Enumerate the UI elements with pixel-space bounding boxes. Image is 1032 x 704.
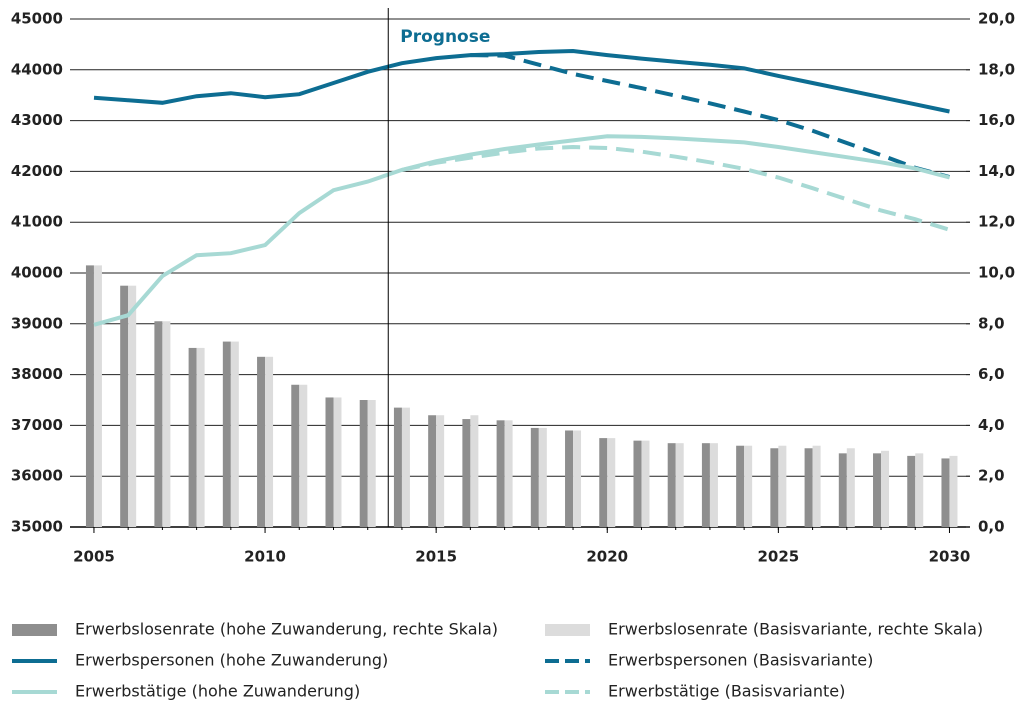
bar: [701, 443, 710, 527]
bar: [770, 448, 779, 527]
bar: [599, 438, 608, 527]
bar: [162, 321, 171, 527]
bar: [230, 341, 239, 527]
bar: [907, 455, 916, 527]
bar: [949, 455, 958, 527]
bar: [565, 430, 574, 527]
bar: [709, 443, 718, 527]
bar: [744, 445, 753, 527]
y2-tick-label: 6,0: [978, 365, 1005, 383]
y2-tick-label: 16,0: [978, 111, 1015, 129]
line: [401, 144, 951, 232]
y2-tick-label: 4,0: [978, 416, 1005, 434]
y-tick-label: 43000: [11, 111, 63, 129]
x-tick-label: 2025: [757, 548, 799, 566]
x-tick-label: 2010: [244, 548, 286, 566]
bar: [291, 384, 300, 527]
bar: [573, 430, 582, 527]
bar: [154, 321, 163, 527]
x-tick-label: 2015: [415, 548, 457, 566]
annotation: Prognose: [400, 27, 490, 47]
bar: [428, 415, 437, 527]
bar: [496, 420, 505, 527]
bar: [188, 347, 197, 527]
legend-label: Erwerbslosenrate (Basisvariante, rechte …: [608, 620, 983, 639]
bar: [401, 407, 410, 527]
y2-tick-label: 14,0: [978, 162, 1015, 180]
y-tick-label: 35000: [11, 518, 63, 536]
bar: [222, 341, 231, 527]
x-tick-label: 2005: [73, 548, 115, 566]
bar: [367, 400, 376, 527]
bar: [257, 356, 266, 527]
legend-label: Erwerbstätige (hohe Zuwanderung): [75, 682, 360, 701]
bar: [641, 440, 650, 527]
bar: [393, 407, 402, 527]
bar: [93, 265, 102, 527]
y2-tick-label: 0,0: [978, 518, 1005, 536]
bar: [85, 265, 94, 527]
y-tick-label: 44000: [11, 60, 63, 78]
y-tick-label: 42000: [11, 162, 63, 180]
x-tick-label: 2030: [929, 548, 971, 566]
line: [93, 48, 950, 114]
legend-swatch: [12, 624, 57, 636]
legend-swatch: [545, 624, 590, 636]
bar: [941, 458, 950, 527]
bar: [667, 443, 676, 527]
y2-tick-label: 8,0: [978, 314, 1005, 332]
bar: [778, 445, 787, 527]
legend-label: Erwerbslosenrate (hohe Zuwanderung, rech…: [75, 620, 498, 639]
bar: [530, 427, 539, 527]
bar: [120, 285, 129, 527]
y-tick-label: 40000: [11, 264, 63, 282]
bar: [196, 347, 205, 527]
bar: [873, 453, 882, 527]
legend-label: Erwerbspersonen (Basisvariante): [608, 651, 873, 670]
bar: [504, 420, 513, 527]
legend-label: Erwerbspersonen (hohe Zuwanderung): [75, 651, 388, 670]
y-tick-label: 37000: [11, 416, 63, 434]
y2-tick-label: 18,0: [978, 60, 1015, 78]
y2-tick-label: 20,0: [978, 10, 1015, 28]
line: [93, 134, 951, 327]
bar: [607, 438, 616, 527]
bar: [838, 453, 847, 527]
legend-label: Erwerbstätige (Basisvariante): [608, 682, 845, 701]
bar: [812, 445, 821, 527]
bar: [325, 397, 334, 527]
bar: [436, 415, 445, 527]
y-tick-label: 38000: [11, 365, 63, 383]
bar: [736, 445, 745, 527]
y-tick-label: 36000: [11, 467, 63, 485]
bar: [359, 400, 368, 527]
bar: [633, 440, 642, 527]
y-tick-label: 45000: [11, 10, 63, 28]
y2-tick-label: 12,0: [978, 213, 1015, 231]
x-tick-label: 2020: [586, 548, 628, 566]
bar: [915, 453, 924, 527]
bar: [462, 419, 471, 527]
bar: [846, 448, 855, 527]
bar: [675, 443, 684, 527]
bar: [265, 356, 274, 527]
bar: [128, 285, 137, 527]
bar: [470, 415, 479, 527]
bar: [881, 450, 890, 527]
y-tick-label: 39000: [11, 314, 63, 332]
bar: [299, 384, 308, 527]
y2-tick-label: 2,0: [978, 467, 1005, 485]
bar: [333, 397, 342, 527]
bar: [804, 448, 813, 527]
y-tick-label: 41000: [11, 213, 63, 231]
bar: [538, 427, 547, 527]
y2-tick-label: 10,0: [978, 264, 1015, 282]
line: [470, 53, 951, 179]
